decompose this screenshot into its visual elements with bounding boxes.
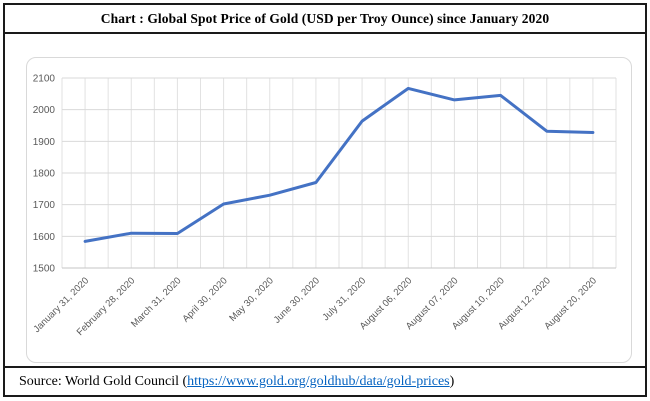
y-axis-tick-label: 2100 — [33, 74, 56, 85]
y-axis-tick-label: 1900 — [33, 137, 56, 148]
source-bar: Source: World Gold Council (https://www.… — [5, 366, 645, 395]
y-axis-tick-label: 1600 — [33, 232, 56, 243]
x-axis-tick-label: July 31, 2020 — [320, 275, 368, 323]
page-title: Chart : Global Spot Price of Gold (USD p… — [100, 10, 550, 26]
x-axis-tick-label: April 30, 2020 — [180, 275, 229, 324]
bordered-frame: Chart : Global Spot Price of Gold (USD p… — [3, 3, 647, 397]
y-axis-tick-label: 2000 — [33, 105, 56, 116]
y-axis-tick-label: 1800 — [33, 169, 56, 180]
source-text: Source: World Gold Council ( — [19, 373, 188, 389]
y-axis-tick-label: 1700 — [33, 200, 56, 211]
chart-object: 1500 1600 1700 1800 1900 2000 2100 January 31, … — [26, 57, 632, 363]
chart-row: 1500 1600 1700 1800 1900 2000 2100 January 31, … — [5, 34, 645, 366]
chart-title-bar: Chart : Global Spot Price of Gold (USD p… — [5, 5, 645, 34]
source-link[interactable]: https://www.gold.org/goldhub/data/gold-p… — [187, 373, 450, 389]
y-axis-tick-label: 1500 — [33, 264, 56, 275]
gold-price-line — [83, 86, 595, 243]
source-suffix: ) — [449, 373, 455, 389]
x-axis-tick-label: March 31, 2020 — [129, 275, 183, 329]
x-axis-tick-label: May 30, 2020 — [227, 275, 275, 323]
x-axis-tick-label: June 30, 2020 — [272, 275, 322, 325]
